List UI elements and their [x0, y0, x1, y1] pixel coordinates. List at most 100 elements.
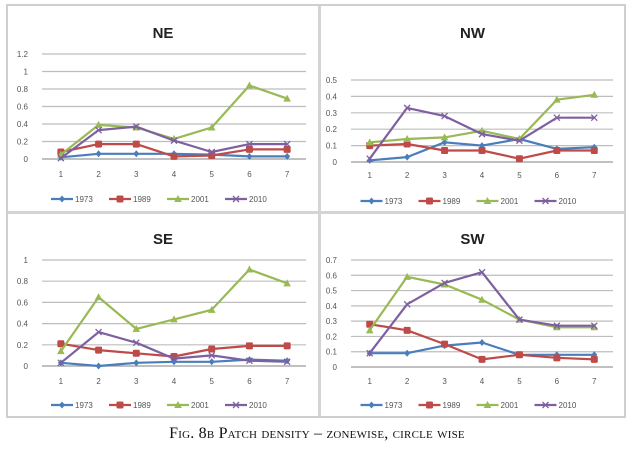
legend: 1973 1989 2001 2010 — [360, 401, 577, 410]
data-point — [133, 150, 140, 158]
x-tick-label: 3 — [134, 170, 139, 179]
data-point — [553, 354, 561, 362]
data-point — [590, 355, 598, 363]
x-tick-label: 4 — [480, 171, 485, 180]
y-tick-label: 0.5 — [326, 287, 338, 296]
data-point — [479, 339, 485, 347]
legend-label: 1973 — [385, 401, 403, 410]
data-point — [403, 326, 411, 334]
legend-item-1973: 1973 — [51, 401, 93, 410]
legend-label: 1989 — [443, 401, 461, 410]
data-point — [208, 345, 216, 353]
legend-marker — [368, 401, 375, 409]
series-2001 — [57, 265, 291, 355]
data-point — [478, 147, 486, 155]
data-point — [441, 112, 449, 120]
series-1989 — [57, 340, 291, 360]
data-point — [553, 95, 561, 103]
x-tick-label: 7 — [285, 377, 290, 386]
legend-marker — [116, 195, 124, 203]
legend-item-1989: 1989 — [109, 401, 151, 410]
legend-label: 2010 — [249, 195, 267, 204]
y-tick-label: 1 — [24, 256, 29, 265]
data-point — [441, 279, 449, 287]
legend-item-1973: 1973 — [51, 195, 93, 204]
series-2010 — [366, 104, 598, 163]
legend: 1973 1989 2001 2010 — [51, 401, 267, 410]
figure-caption: Fig. 8b Patch density – zonewise, circle… — [169, 425, 465, 442]
legend-label: 2001 — [501, 401, 519, 410]
data-point — [57, 359, 65, 367]
legend-label: 2010 — [249, 401, 267, 410]
data-point — [246, 152, 253, 160]
panel-divider-horizontal — [8, 211, 624, 214]
chart-panel-se: SE 0 0.2 0.4 0.6 0.8 1 1 2 3 4 5 6 7 1973 1989 2001 2010 — [8, 214, 318, 420]
legend-label: 1989 — [133, 195, 151, 204]
data-point — [208, 351, 216, 359]
legend-label: 1973 — [75, 195, 93, 204]
data-point — [440, 133, 449, 141]
legend-item-1973: 1973 — [360, 401, 403, 410]
data-point — [515, 137, 523, 145]
data-point — [553, 114, 561, 122]
y-tick-label: 0.2 — [17, 138, 29, 147]
data-point — [366, 349, 374, 357]
x-tick-label: 6 — [555, 171, 560, 180]
data-point — [133, 359, 140, 367]
x-tick-label: 2 — [405, 171, 410, 180]
legend-label: 1989 — [443, 197, 461, 206]
y-tick-label: 1.2 — [17, 50, 29, 59]
x-tick-label: 2 — [96, 377, 101, 386]
data-point — [284, 152, 291, 160]
legend-label: 2010 — [559, 197, 577, 206]
chart-panel-nw: NW 0 0.1 0.2 0.3 0.4 0.5 1 2 3 4 5 6 7 1973 1989 2001 201… — [321, 6, 631, 212]
x-tick-label: 7 — [592, 377, 597, 386]
data-point — [170, 315, 178, 323]
data-point — [283, 145, 291, 153]
data-point — [403, 300, 411, 308]
data-point — [590, 322, 598, 330]
x-tick-label: 7 — [285, 170, 290, 179]
chart-title: NW — [460, 25, 486, 42]
legend-item-1989: 1989 — [418, 197, 461, 206]
legend-label: 2001 — [191, 195, 209, 204]
series-1973 — [366, 339, 598, 359]
chart-se: SE 0 0.2 0.4 0.6 0.8 1 1 2 3 4 5 6 7 1973 1989 2001 2010 — [17, 231, 306, 410]
data-point — [208, 148, 216, 156]
x-tick-label: 5 — [517, 171, 522, 180]
data-point — [553, 147, 561, 155]
data-point — [404, 349, 411, 357]
y-tick-label: 0.8 — [17, 85, 29, 94]
data-point — [245, 357, 253, 365]
data-point — [403, 140, 411, 148]
x-tick-label: 2 — [96, 170, 101, 179]
data-point — [245, 140, 253, 148]
legend-item-2010: 2010 — [534, 197, 577, 206]
legend-item-2001: 2001 — [167, 195, 209, 204]
data-point — [132, 140, 140, 148]
series-2010 — [57, 123, 291, 162]
data-point — [57, 340, 65, 348]
legend-item-2010: 2010 — [225, 401, 267, 410]
data-point — [365, 326, 374, 334]
data-point — [553, 322, 561, 330]
y-tick-label: 0.5 — [326, 76, 338, 85]
legend-marker — [232, 401, 240, 409]
x-tick-label: 6 — [247, 377, 252, 386]
legend-marker — [116, 401, 124, 409]
series-line-2001 — [368, 275, 595, 331]
legend-marker — [542, 401, 549, 409]
data-point — [441, 138, 448, 146]
x-tick-label: 1 — [367, 171, 372, 180]
legend-label: 2001 — [191, 401, 209, 410]
data-point — [95, 150, 102, 158]
x-tick-label: 3 — [442, 171, 447, 180]
data-point — [478, 295, 486, 303]
data-point — [132, 339, 140, 347]
legend-marker — [174, 195, 182, 202]
data-point — [245, 342, 253, 350]
data-point — [403, 272, 411, 280]
y-tick-label: 0.8 — [17, 277, 29, 286]
data-point — [284, 357, 291, 365]
x-tick-label: 4 — [480, 377, 485, 386]
